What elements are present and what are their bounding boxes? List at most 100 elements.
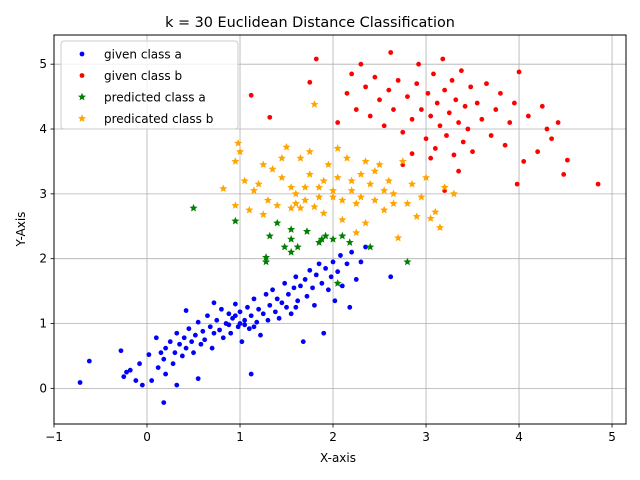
data-point [333,279,342,287]
data-point [189,203,198,212]
data-point [209,345,215,351]
data-point [386,87,392,93]
data-point [248,92,254,98]
data-point [418,107,424,112]
data-point [405,94,410,99]
data-point [338,215,347,224]
data-point [287,235,296,243]
y-tick-label: 0 [39,381,47,395]
data-point [388,50,394,55]
data-point [293,274,299,280]
data-point [302,227,311,235]
data-point [416,61,421,67]
data-point [377,97,382,103]
data-point [431,207,440,216]
data-point [232,301,238,307]
data-point [339,283,345,289]
data-point [329,235,338,243]
data-point [388,274,394,280]
data-point [394,233,403,242]
data-point [288,311,294,317]
data-point [219,306,224,312]
data-point [251,324,257,330]
data-point [345,238,354,246]
y-axis-label: Y-Axis [14,212,28,248]
data-point [153,335,159,341]
data-point [468,84,474,90]
data-point [321,330,327,336]
data-point [347,186,356,194]
data-point [465,126,471,132]
data-point [428,155,434,161]
data-point [358,259,364,265]
data-point [367,113,373,119]
data-point [149,378,155,383]
data-point [437,123,443,129]
data-point [260,311,266,317]
data-point [207,324,213,330]
data-point [451,152,457,158]
data-point [325,287,331,293]
data-point [228,330,234,336]
data-point [301,196,310,204]
data-point [449,77,455,83]
data-point [370,166,379,175]
data-point [316,261,322,267]
data-point [312,302,317,308]
data-point [389,199,398,207]
data-point [305,147,314,156]
data-point [313,56,319,62]
data-point [245,304,250,310]
data-point [444,133,449,138]
data-point [161,400,167,406]
data-point [277,153,286,162]
data-point [293,242,302,251]
data-point [317,235,326,243]
data-point [205,313,210,319]
data-point [177,341,182,347]
data-point [163,345,169,351]
data-point [259,210,268,218]
legend-marker [79,51,85,57]
data-point [263,291,269,297]
data-point [296,153,305,162]
data-point [202,337,208,343]
data-point [277,173,286,182]
data-point [195,319,201,325]
data-point [380,186,389,194]
data-point [428,113,434,119]
data-point [315,238,324,246]
data-point [435,223,444,231]
data-point [183,345,189,351]
data-point [426,214,435,222]
data-point [335,120,341,125]
data-point [479,116,485,122]
data-point [118,348,124,354]
data-point [375,160,384,169]
data-point [287,183,296,191]
data-point [313,272,319,278]
data-point [408,179,417,188]
data-point [361,218,370,227]
data-point [291,285,297,291]
data-point [268,165,277,173]
plot-frame [53,34,627,425]
data-point [273,201,282,209]
legend-label: given class b [104,69,182,83]
data-point [267,114,273,120]
data-point [422,173,431,182]
data-point [133,378,139,383]
data-point [189,339,195,345]
data-point [446,110,452,116]
data-point [412,212,421,220]
data-point [272,309,278,315]
data-point [265,317,271,323]
data-point [535,149,541,155]
data-point [240,176,249,185]
data-point [226,322,232,328]
data-point [295,298,301,304]
data-point [181,335,187,341]
data-point [192,332,198,338]
data-point [172,350,178,356]
